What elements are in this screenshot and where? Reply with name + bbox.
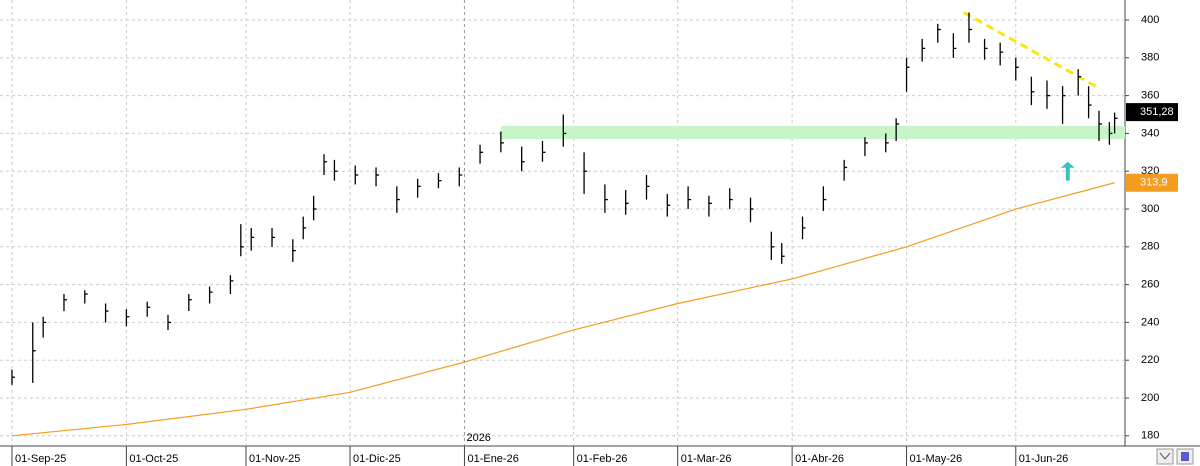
- y-tick-label: 360: [1141, 90, 1159, 102]
- x-tick-label: 01-Oct-25: [129, 453, 178, 465]
- y-tick-label: 220: [1141, 354, 1159, 366]
- save-icon: [1181, 452, 1189, 461]
- x-tick-label: 01-Abr-26: [795, 453, 844, 465]
- ma-price-label-box: [1126, 173, 1178, 192]
- last-price-label-box: [1126, 103, 1178, 122]
- x-tick-label: 01-May-26: [910, 453, 963, 465]
- x-tick-label: 01-Ene-26: [467, 453, 518, 465]
- y-tick-label: 300: [1141, 203, 1159, 215]
- x-tick-label: 01-Dic-25: [353, 453, 401, 465]
- x-tick-label: 01-Jun-26: [1019, 453, 1069, 465]
- y-tick-label: 180: [1141, 430, 1159, 442]
- arrow: [1060, 161, 1075, 181]
- y-tick-label: 240: [1141, 316, 1159, 328]
- y-tick-label: 280: [1141, 241, 1159, 253]
- moving-average: [11, 182, 1115, 437]
- zoom-button[interactable]: [1156, 448, 1174, 465]
- zoom-icon: [1159, 452, 1171, 460]
- y-tick-label: 380: [1141, 52, 1159, 64]
- y-tick-label: 200: [1141, 392, 1159, 404]
- last-price-label: 351,28: [1140, 106, 1174, 118]
- y-tick-label: 260: [1141, 279, 1159, 291]
- x-tick-label: 01-Nov-25: [249, 453, 300, 465]
- support-band: [500, 125, 1126, 140]
- ma-price-label: 313,9: [1140, 177, 1168, 189]
- y-tick-label: 340: [1141, 127, 1159, 139]
- x-tick-label: 01-Mar-26: [681, 453, 732, 465]
- y-tick-label: 400: [1141, 14, 1159, 26]
- x-tick-label: 01-Sep-25: [15, 453, 66, 465]
- year-label: 2026: [466, 432, 490, 444]
- x-tick-label: 01-Feb-26: [577, 453, 628, 465]
